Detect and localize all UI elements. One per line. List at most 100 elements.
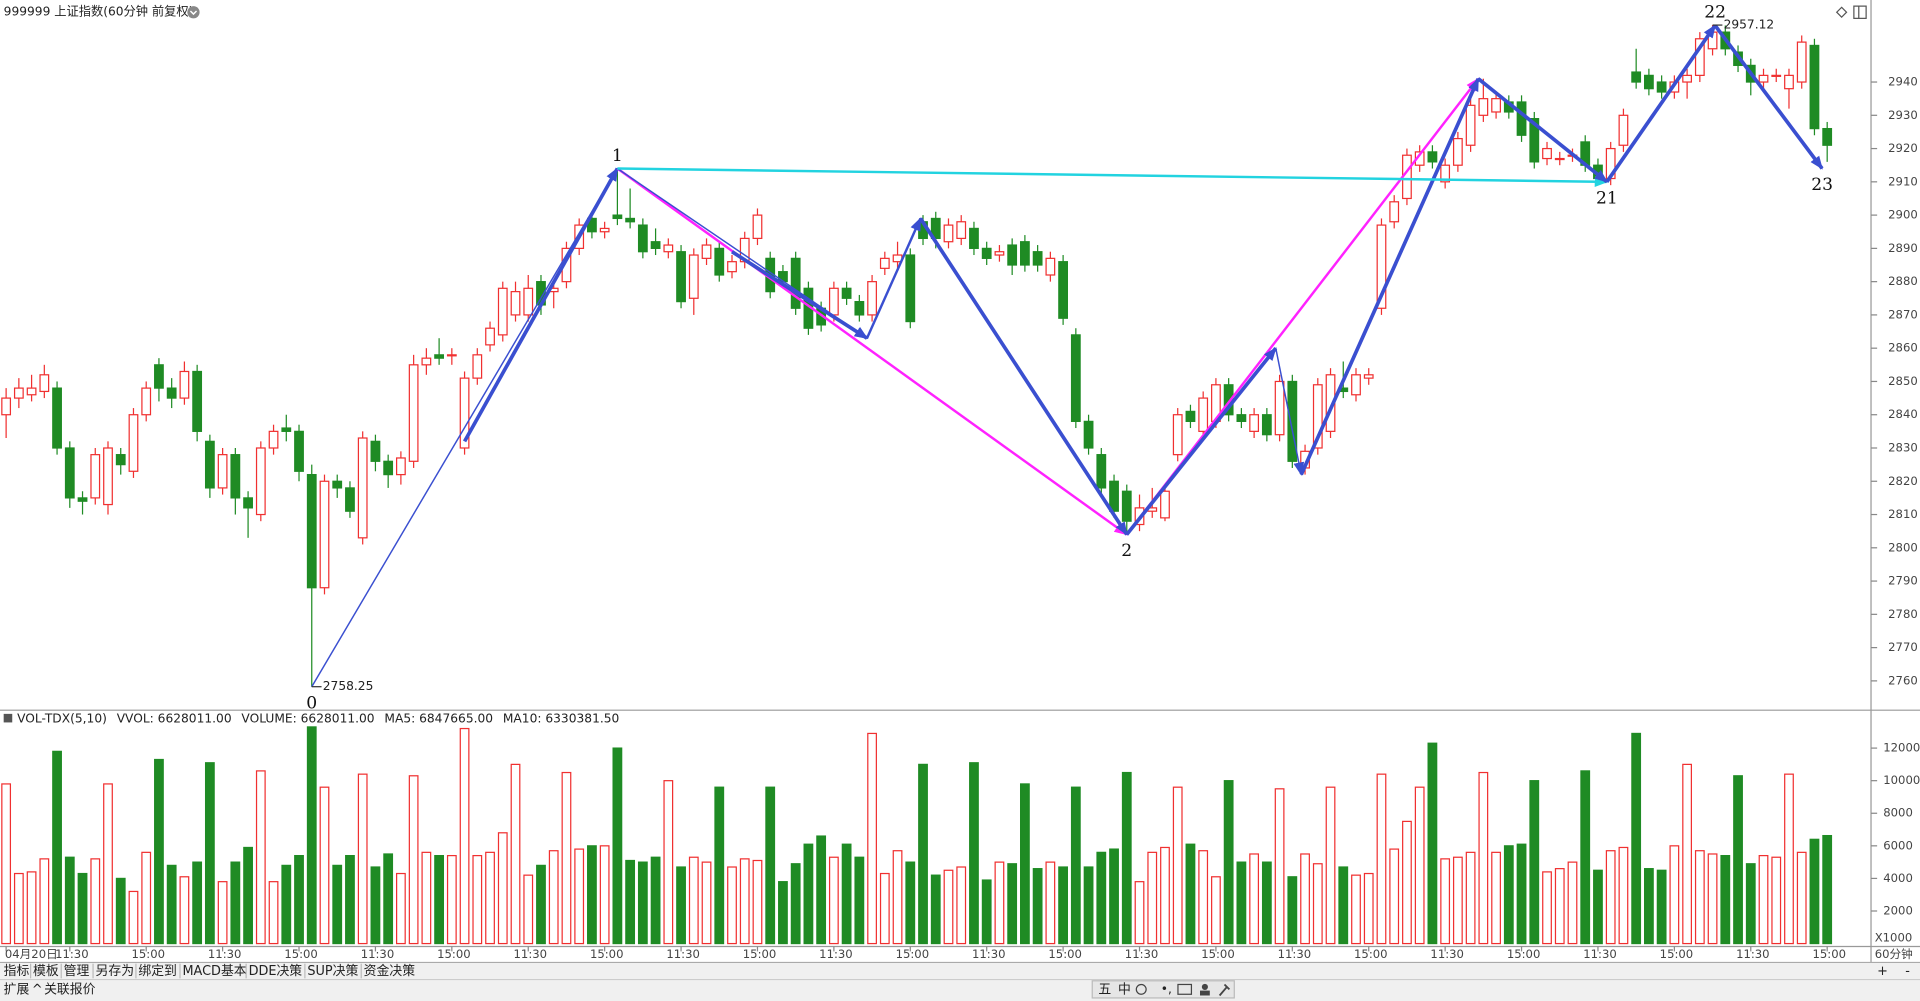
wave-label: 22 bbox=[1704, 3, 1726, 23]
period-label[interactable]: 60分钟 bbox=[1875, 947, 1913, 961]
diamond-button[interactable] bbox=[1835, 6, 1848, 19]
status-bar bbox=[1091, 980, 1235, 999]
toolbar-tab[interactable]: 管理 bbox=[64, 964, 90, 979]
volume-bar bbox=[1083, 866, 1094, 945]
trend-line bbox=[1605, 24, 1717, 183]
volume-bar bbox=[587, 845, 597, 945]
tool-icon[interactable] bbox=[1218, 983, 1231, 997]
wave-label: 1 bbox=[612, 146, 623, 166]
toolbar-tab[interactable]: 指标 bbox=[4, 964, 30, 979]
candle-body bbox=[510, 291, 521, 316]
candle-body bbox=[905, 254, 916, 323]
x-tick-label: 15:00 bbox=[284, 947, 318, 961]
candle-body bbox=[39, 374, 50, 393]
candle-body bbox=[981, 247, 992, 259]
candle-body bbox=[612, 214, 623, 220]
zoom-button[interactable]: + bbox=[1877, 964, 1888, 979]
candle-body bbox=[1121, 490, 1132, 522]
candle-body bbox=[1618, 114, 1629, 146]
volume-bar bbox=[714, 786, 725, 945]
candle-body bbox=[128, 414, 139, 472]
candle-body bbox=[1694, 38, 1705, 76]
toolbar-item[interactable]: 关联报价 bbox=[44, 982, 96, 997]
volume-bar bbox=[1529, 780, 1540, 945]
candle-body bbox=[790, 257, 801, 309]
toolbar-tab[interactable]: 绑定到 bbox=[138, 964, 177, 979]
volume-bar bbox=[1593, 869, 1603, 945]
volume-bar bbox=[166, 864, 177, 945]
volume-bar bbox=[1771, 856, 1782, 945]
x-tick-label: 11:30 bbox=[819, 947, 853, 961]
y-tick-label: 2900 bbox=[1888, 208, 1918, 222]
candle-body bbox=[370, 440, 381, 462]
candle-body bbox=[828, 287, 839, 316]
extreme-label: 2758.25 bbox=[323, 679, 374, 693]
toolbar-item[interactable]: 扩展 bbox=[4, 982, 30, 997]
candle-body bbox=[421, 357, 432, 366]
candle-body bbox=[688, 254, 699, 299]
toolbar-tab[interactable]: 资金决策 bbox=[364, 963, 416, 979]
candle-body bbox=[1389, 201, 1400, 223]
volume-bar bbox=[395, 872, 406, 945]
volume-bar bbox=[548, 850, 559, 945]
volume-bar bbox=[1249, 853, 1260, 945]
volume-bar bbox=[1542, 871, 1552, 945]
volume-bar bbox=[1745, 863, 1756, 945]
candle-body bbox=[115, 454, 126, 466]
candle-body bbox=[319, 480, 330, 589]
toolbar-tab[interactable]: MACD基本 bbox=[182, 964, 246, 979]
x-tick-label: 15:00 bbox=[1048, 947, 1082, 961]
volume-bar bbox=[154, 758, 164, 945]
zoom-button[interactable]: - bbox=[1905, 964, 1910, 979]
candle-body bbox=[294, 430, 304, 472]
volume-bar bbox=[1338, 866, 1349, 945]
volume-bar bbox=[841, 843, 852, 945]
y2-tick-label: 10000 bbox=[1883, 773, 1920, 787]
wave-label: 23 bbox=[1811, 175, 1833, 195]
volume-bar bbox=[1618, 846, 1629, 945]
toolbar-tab[interactable]: 另存为 bbox=[96, 964, 135, 979]
volume-bar bbox=[1720, 854, 1731, 945]
candle-body bbox=[1427, 151, 1438, 163]
trend-line bbox=[617, 167, 1609, 188]
x-tick-label: 11:30 bbox=[1430, 947, 1464, 961]
candle-body bbox=[204, 440, 215, 489]
user-icon[interactable] bbox=[1201, 983, 1208, 990]
candle-body bbox=[383, 460, 394, 476]
volume-stat: MA5: 6847665.00 bbox=[384, 711, 493, 725]
toolbar-tab[interactable]: DDE决策 bbox=[249, 963, 303, 979]
toolbar-tab[interactable]: SUP决策 bbox=[307, 963, 358, 979]
volume-bar bbox=[1682, 763, 1693, 945]
volume-bar bbox=[1631, 732, 1642, 945]
volume-bar bbox=[739, 858, 750, 945]
volume-bar bbox=[1414, 786, 1425, 945]
candle-body bbox=[1, 397, 12, 416]
status-icon[interactable]: 五 bbox=[1098, 982, 1111, 997]
candle-body bbox=[497, 287, 508, 336]
user-icon-body bbox=[1200, 990, 1210, 996]
moon-icon[interactable] bbox=[1135, 983, 1147, 995]
volume-bar bbox=[77, 872, 88, 945]
status-icon: •, bbox=[1161, 982, 1172, 996]
status-icon[interactable]: 中 bbox=[1118, 982, 1131, 997]
volume-title: VOL-TDX(5,10) bbox=[17, 711, 107, 725]
candle-body bbox=[1516, 101, 1527, 136]
volume-bar bbox=[1733, 775, 1743, 945]
candle-body bbox=[994, 251, 1005, 256]
toolbar-item[interactable]: ^ bbox=[32, 982, 43, 997]
volume-stat: MA10: 6330381.50 bbox=[503, 711, 619, 725]
toolbar-tab[interactable]: 模板 bbox=[33, 964, 59, 979]
volume-bar bbox=[370, 866, 381, 945]
candle-body bbox=[446, 354, 457, 357]
keyboard-icon[interactable] bbox=[1177, 983, 1193, 995]
volume-bar bbox=[115, 877, 126, 945]
title-menu[interactable] bbox=[187, 6, 200, 19]
volume-bar bbox=[1427, 742, 1438, 945]
x-tick-label: 11:30 bbox=[1278, 947, 1312, 961]
panel-button[interactable] bbox=[1853, 5, 1867, 19]
x-tick-label: 11:30 bbox=[972, 947, 1006, 961]
volume-bar bbox=[192, 861, 203, 945]
trend-line bbox=[311, 167, 619, 688]
x-tick-label: 15:00 bbox=[132, 947, 166, 961]
